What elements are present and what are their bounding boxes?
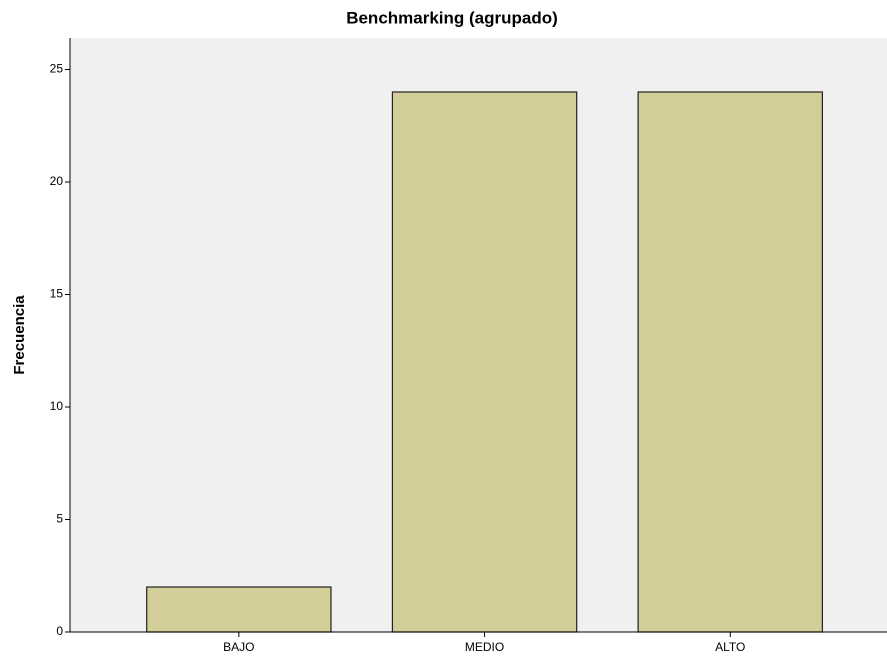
bar [146,586,332,633]
y-tick-label: 0 [56,624,63,638]
x-tick-label: BAJO [223,640,254,654]
x-tick-label: MEDIO [465,640,504,654]
bar [391,91,578,633]
y-tick-label: 20 [50,174,64,188]
y-tick-label: 10 [50,399,64,413]
y-axis-label: Frecuencia [11,295,28,375]
y-tick-label: 25 [50,62,64,76]
y-tick-label: 5 [56,512,63,526]
chart-title: Benchmarking (agrupado) [346,8,558,27]
bar [637,91,823,633]
x-tick-label: ALTO [715,640,745,654]
y-tick-label: 15 [50,287,64,301]
